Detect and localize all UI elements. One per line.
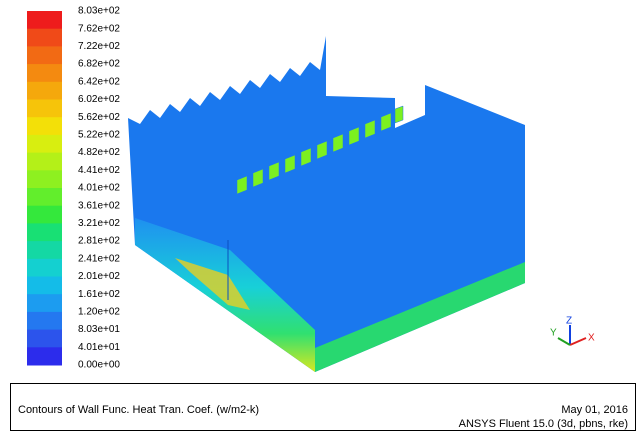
colorbar-label: 8.03e+01 (78, 324, 120, 335)
colorbar: 8.03e+02 7.62e+02 7.22e+02 6.82e+02 6.42e+02… (27, 6, 120, 371)
colorbar-label: 1.61e+02 (78, 289, 120, 300)
colorbar-band (27, 46, 62, 64)
colorbar-label: 4.01e+02 (78, 183, 120, 194)
triad-x-axis (570, 338, 586, 345)
colorbar-label: 3.21e+02 (78, 218, 120, 229)
colorbar-label: 6.42e+02 (78, 76, 120, 87)
colorbar-label: 1.20e+02 (78, 307, 120, 318)
colorbar-band (27, 82, 62, 100)
triad-x-label: X (588, 333, 595, 344)
colorbar-band (27, 135, 62, 153)
colorbar-band (27, 241, 62, 259)
colorbar-label: 5.22e+02 (78, 130, 120, 141)
colorbar-band (27, 170, 62, 188)
model-silhouette (128, 36, 525, 372)
colorbar-band (27, 188, 62, 206)
colorbar-band (27, 277, 62, 295)
colorbar-band (27, 29, 62, 47)
colorbar-label: 7.22e+02 (78, 41, 120, 52)
axis-triad: Y Z X (550, 316, 595, 345)
colorbar-label: 0.00e+00 (78, 360, 120, 371)
footer-version: ANSYS Fluent 15.0 (3d, pbns, rke) (459, 418, 628, 430)
colorbar-label: 2.41e+02 (78, 253, 120, 264)
colorbar-band (27, 11, 62, 29)
colorbar-band (27, 100, 62, 118)
colorbar-band (27, 117, 62, 135)
triad-y-axis (558, 338, 570, 345)
colorbar-band (27, 312, 62, 330)
colorbar-label: 2.81e+02 (78, 236, 120, 247)
colorbar-label: 8.03e+02 (78, 6, 120, 17)
colorbar-label: 5.62e+02 (78, 112, 120, 123)
colorbar-label: 4.82e+02 (78, 147, 120, 158)
model (128, 36, 525, 372)
colorbar-label: 7.62e+02 (78, 23, 120, 34)
triad-z-label: Z (566, 316, 572, 327)
colorbar-band (27, 206, 62, 224)
colorbar-band (27, 330, 62, 348)
page: {"colorbar": { "labels": ["8.03e+02","7.… (0, 0, 644, 436)
colorbar-label: 4.01e+01 (78, 342, 120, 353)
colorbar-label: 2.01e+02 (78, 271, 120, 282)
footer-date: May 01, 2016 (561, 404, 628, 416)
colorbar-band (27, 223, 62, 241)
colorbar-band (27, 259, 62, 277)
footer-title: Contours of Wall Func. Heat Tran. Coef. … (18, 404, 259, 416)
colorbar-band (27, 294, 62, 312)
colorbar-band (27, 153, 62, 171)
colorbar-label: 6.82e+02 (78, 59, 120, 70)
colorbar-band (27, 347, 62, 365)
colorbar-label: 4.41e+02 (78, 165, 120, 176)
triad-y-label: Y (550, 328, 557, 339)
colorbar-band (27, 64, 62, 82)
graphics-window: 8.03e+02 7.62e+02 7.22e+02 6.82e+02 6.42e+02… (0, 0, 644, 436)
colorbar-label: 6.02e+02 (78, 94, 120, 105)
colorbar-label: 3.61e+02 (78, 200, 120, 211)
